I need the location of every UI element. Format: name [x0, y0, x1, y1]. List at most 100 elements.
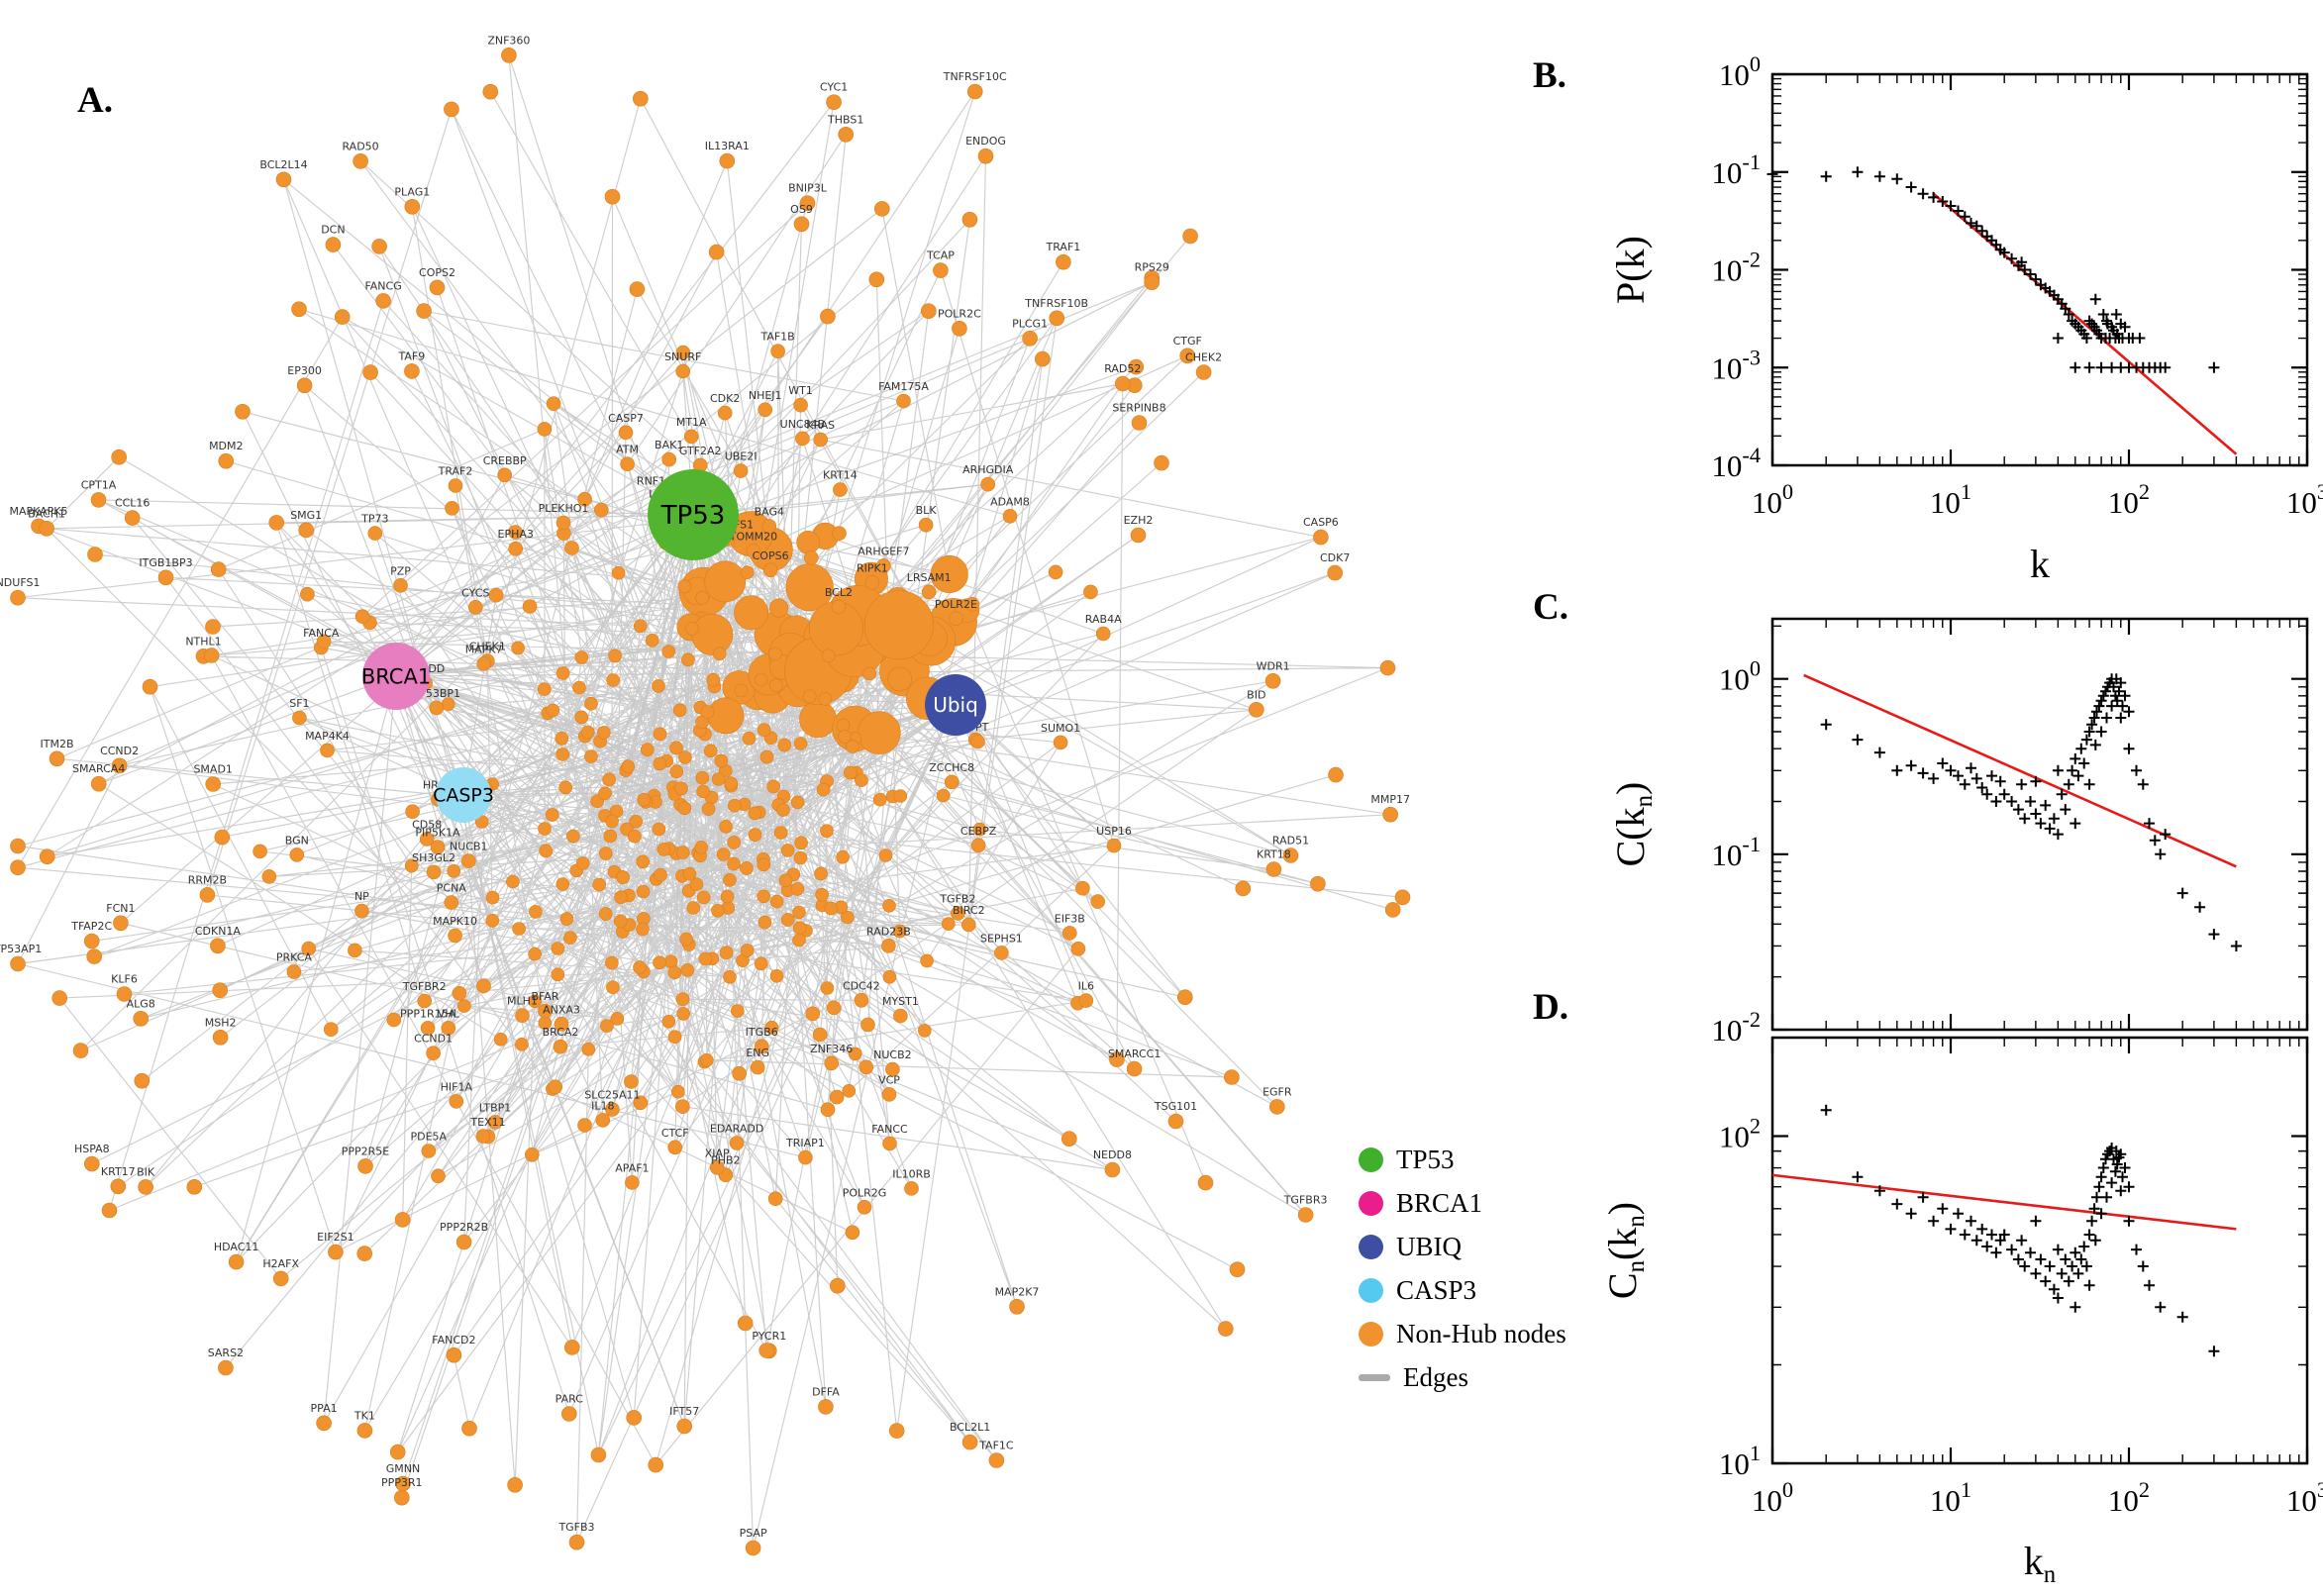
ylabel-B: P(k) — [1608, 236, 1653, 304]
svg-text:TSG101: TSG101 — [1154, 1100, 1197, 1113]
xlabel-D: kn — [2024, 1539, 2057, 1588]
casp3-dot-icon — [1359, 1278, 1383, 1303]
svg-text:APAF1: APAF1 — [615, 1161, 649, 1174]
svg-text:BCL2: BCL2 — [825, 586, 853, 599]
svg-text:CASP6: CASP6 — [1303, 516, 1339, 529]
hub-node-brca1 — [362, 643, 430, 710]
svg-text:ANXA3: ANXA3 — [543, 1003, 580, 1016]
svg-text:NEDD8: NEDD8 — [1093, 1148, 1132, 1161]
network-graph: MDM2 ATM EGFR CDK2 CDK7 CCND2 CCND1 PCNA VHL RAB4… — [0, 34, 1411, 1556]
svg-text:MAPKAPK5: MAPKAPK5 — [9, 505, 67, 518]
svg-text:MT1A: MT1A — [676, 416, 707, 429]
svg-text:TK1: TK1 — [354, 1409, 375, 1422]
svg-text:SMARCC1: SMARCC1 — [1108, 1047, 1161, 1060]
legend-label-ubiq: UBIQ — [1396, 1232, 1462, 1261]
svg-text:SARS2: SARS2 — [208, 1347, 244, 1359]
svg-text:CCL16: CCL16 — [115, 497, 151, 510]
svg-text:CDK7: CDK7 — [1320, 551, 1350, 564]
svg-text:TRAF1: TRAF1 — [1046, 241, 1081, 253]
svg-text:MSH2: MSH2 — [205, 1016, 237, 1029]
svg-text:PRKCA: PRKCA — [276, 951, 313, 964]
ylabel-C: C(kn) — [1608, 782, 1658, 867]
svg-text:VCP: VCP — [878, 1073, 900, 1086]
svg-text:BAG4: BAG4 — [755, 505, 784, 518]
svg-text:VHL: VHL — [438, 1007, 460, 1020]
tick-label: 100 — [1719, 656, 1761, 697]
svg-text:BRCA2: BRCA2 — [543, 1026, 579, 1039]
minor-ticks — [1772, 1038, 2307, 1463]
svg-text:BIRC2: BIRC2 — [953, 904, 985, 917]
hub-nodes: TP53 BRCA1 Ubiq CASP3 — [361, 469, 986, 823]
svg-text:EZH2: EZH2 — [1124, 514, 1154, 527]
svg-text:IL10RB: IL10RB — [892, 1167, 931, 1180]
svg-text:TGFB3: TGFB3 — [557, 1521, 594, 1534]
svg-text:PLEKHO1: PLEKHO1 — [539, 502, 589, 515]
svg-text:NUCB1: NUCB1 — [450, 841, 488, 853]
legend-item-tp53: TP53 — [1359, 1145, 1566, 1175]
svg-text:BIK: BIK — [137, 1165, 155, 1178]
svg-text:HDAC11: HDAC11 — [214, 1241, 259, 1253]
svg-text:RIPK1: RIPK1 — [857, 561, 888, 574]
svg-text:PPA1: PPA1 — [311, 1402, 338, 1415]
svg-text:KRT14: KRT14 — [823, 469, 858, 482]
panel-b-label: B. — [1533, 55, 1566, 96]
svg-text:BID: BID — [1247, 688, 1265, 701]
brca1-dot-icon — [1359, 1191, 1383, 1216]
legend-item-brca1: BRCA1 — [1359, 1188, 1566, 1219]
svg-text:TOMM20: TOMM20 — [729, 531, 777, 544]
major-ticks — [1770, 72, 2309, 467]
svg-text:TP53AP1: TP53AP1 — [0, 943, 42, 955]
svg-text:BNIP3L: BNIP3L — [788, 182, 828, 195]
panel-d-label: D. — [1533, 987, 1568, 1028]
axes-box — [1770, 617, 2309, 1032]
svg-text:NHEJ1: NHEJ1 — [749, 389, 782, 402]
svg-text:OS9: OS9 — [790, 203, 813, 216]
svg-text:SF1: SF1 — [289, 697, 309, 710]
svg-text:TP73: TP73 — [360, 513, 388, 526]
svg-text:IL6: IL6 — [1078, 980, 1094, 993]
tick-label: 101 — [1719, 1441, 1761, 1481]
svg-text:PYCR1: PYCR1 — [752, 1330, 786, 1343]
ylabel-D: Cn(kn) — [1600, 1202, 1650, 1299]
svg-text:UBE2I: UBE2I — [725, 450, 758, 463]
svg-text:CEBPZ: CEBPZ — [960, 825, 997, 838]
tick-label: 100 — [1752, 1477, 1793, 1518]
ubiq-dot-icon — [1359, 1235, 1383, 1259]
tick-label: 101 — [1930, 479, 1971, 520]
svg-text:TEX11: TEX11 — [469, 1116, 505, 1129]
svg-text:EGFR: EGFR — [1262, 1085, 1292, 1098]
minor-ticks — [1772, 74, 2307, 465]
svg-text:RAD23B: RAD23B — [866, 925, 911, 938]
svg-text:CTCF: CTCF — [661, 1127, 689, 1140]
svg-text:CD58: CD58 — [412, 819, 442, 832]
svg-text:PPP2R5E: PPP2R5E — [342, 1145, 390, 1157]
plot-B: 100 101 102 103 10-4 10-3 10-2 10-1 100 k P(k) — [1608, 51, 2323, 586]
svg-text:BFAR: BFAR — [531, 990, 558, 1003]
svg-text:TAF1B: TAF1B — [759, 331, 794, 344]
svg-text:MAP4K4: MAP4K4 — [305, 730, 350, 743]
svg-text:TGFBR2: TGFBR2 — [402, 980, 447, 993]
svg-text:IL18: IL18 — [591, 1099, 614, 1112]
legend-item-edges: Edges — [1359, 1362, 1566, 1393]
svg-text:MLH1: MLH1 — [507, 995, 538, 1008]
svg-text:PARC: PARC — [556, 1393, 584, 1406]
tick-label: 10-1 — [1711, 150, 1761, 190]
tick-label: 101 — [1930, 1477, 1971, 1518]
legend-item-nonhub: Non-Hub nodes — [1359, 1319, 1566, 1349]
scatter-points-B — [1767, 166, 2220, 373]
svg-text:CDC42: CDC42 — [843, 979, 880, 992]
tick-label: 100 — [1752, 479, 1793, 520]
svg-text:SMG1: SMG1 — [290, 509, 322, 522]
svg-text:COPS2: COPS2 — [419, 266, 455, 279]
svg-text:MDM2: MDM2 — [209, 440, 243, 452]
node-labels: MDM2 ATM EGFR CDK2 CDK7 CCND2 CCND1 PCNA VHL RAB4… — [0, 34, 1410, 1540]
svg-text:SLC25A11: SLC25A11 — [584, 1089, 640, 1102]
svg-text:CYCS: CYCS — [461, 586, 489, 599]
svg-text:CCND1: CCND1 — [414, 1033, 453, 1046]
xlabel-B: k — [2030, 542, 2050, 586]
tick-label: 102 — [2108, 1477, 2150, 1518]
tick-label: 10-2 — [1711, 248, 1761, 288]
svg-text:PPP1R15A: PPP1R15A — [400, 1007, 456, 1020]
